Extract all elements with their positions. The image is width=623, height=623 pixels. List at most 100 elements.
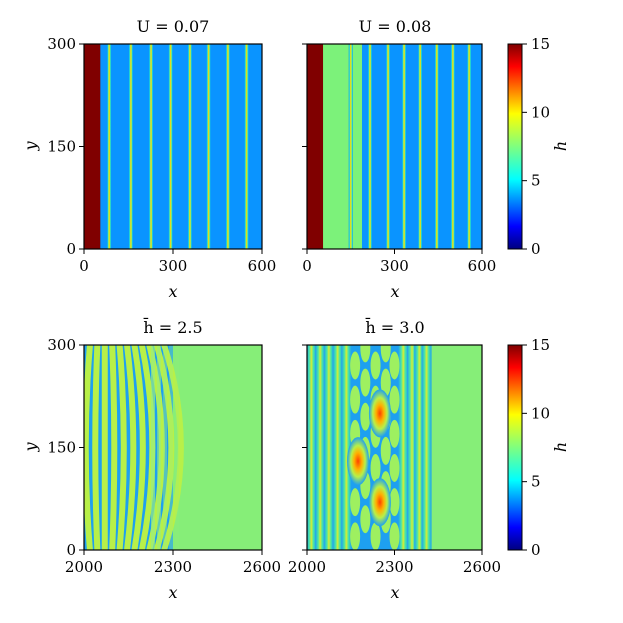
y-tick-label: 0	[66, 240, 76, 258]
front-ripple	[163, 345, 167, 550]
stripe	[323, 345, 334, 550]
y-tick-label: 0	[66, 541, 76, 559]
droplet	[368, 389, 391, 438]
stripe	[187, 44, 192, 249]
stripe	[153, 345, 175, 550]
colorbar-gradient	[507, 344, 523, 551]
x-tick-label: 2600	[243, 558, 281, 576]
network-cell	[350, 351, 361, 380]
colorbar-top: 0 5 10 15 h	[507, 35, 570, 258]
panel-title: h̄ = 2.5	[143, 316, 203, 337]
y-axis-label: y	[21, 442, 40, 453]
stripe	[116, 345, 127, 550]
stripe	[418, 44, 423, 249]
network-cell	[389, 454, 400, 482]
stripe	[168, 44, 173, 249]
stripe	[161, 345, 184, 550]
x-tick-label: 2300	[154, 558, 192, 576]
heatmap-u-008	[307, 44, 482, 249]
colorbar-tick-label: 5	[531, 473, 541, 491]
network-cell	[370, 454, 381, 482]
colorbar-tick-label: 5	[531, 172, 541, 190]
x-tick-label: 2000	[65, 558, 103, 576]
network-cell	[389, 522, 400, 550]
stripe	[307, 345, 317, 550]
x-tick-label: 0	[302, 257, 312, 275]
stripe	[84, 345, 93, 550]
stripe	[402, 44, 407, 249]
front-ripple	[151, 345, 155, 550]
x-tick-label: 300	[159, 257, 188, 275]
stripe	[467, 44, 472, 249]
network-cell	[350, 488, 361, 517]
colorbar-tick-label: 15	[531, 336, 550, 354]
high-film-strip	[84, 44, 101, 249]
y-axis-label: y	[21, 141, 40, 152]
panel-hbar-25: h̄ = 2.5 x y 2000 2300 2600 0 150 300	[21, 316, 281, 602]
x-tick-label: 2300	[375, 558, 413, 576]
stripe	[450, 44, 455, 249]
x-axis-label: x	[168, 282, 177, 301]
stripe	[315, 345, 326, 550]
colorbar-gradient	[507, 43, 523, 250]
x-tick-label: 0	[79, 257, 89, 275]
network-cell	[370, 522, 381, 550]
panel-title: U = 0.07	[137, 17, 210, 36]
stripe	[398, 345, 409, 550]
droplet	[368, 478, 391, 527]
front-ripple	[157, 345, 161, 550]
panel-title: h̄ = 3.0	[365, 316, 425, 337]
x-tick-label: 300	[380, 257, 409, 275]
colorbar-tick-label: 0	[531, 240, 541, 258]
stripe	[434, 44, 439, 249]
colorbar-label: h	[551, 442, 570, 452]
y-tick-label: 300	[47, 336, 76, 354]
front-ripple	[169, 345, 173, 550]
stripe	[386, 44, 391, 249]
network-cell	[380, 436, 391, 465]
network-cell	[360, 368, 371, 397]
network-cell	[370, 351, 381, 380]
colorbar-bottom: 0 5 10 15 h	[507, 336, 570, 559]
network-cell	[389, 419, 400, 448]
stripe	[348, 44, 353, 249]
stripe	[407, 345, 417, 550]
x-tick-label: 2600	[463, 558, 501, 576]
panel-hbar-30: h̄ = 3.0 x 2000 2300 2600	[288, 316, 501, 602]
network-cell	[350, 385, 361, 414]
x-tick-label: 600	[468, 257, 497, 275]
network-cell	[360, 402, 371, 431]
stripe	[414, 345, 425, 550]
stripe	[124, 345, 137, 550]
network-cell	[360, 505, 371, 534]
stripe	[244, 44, 249, 249]
stripe	[367, 44, 373, 249]
colorbar-tick-label: 0	[531, 541, 541, 559]
network-cell	[360, 345, 371, 363]
colorbar-tick-label: 10	[531, 103, 550, 121]
network-cell	[389, 488, 400, 517]
stripe	[128, 44, 133, 249]
network-cell	[389, 351, 400, 380]
background-field	[84, 44, 262, 249]
x-tick-label: 600	[248, 257, 277, 275]
heatmap-hbar-25	[84, 345, 262, 550]
stripe	[101, 345, 108, 550]
droplet	[347, 437, 370, 486]
x-axis-label: x	[390, 282, 399, 301]
stripe	[225, 44, 230, 249]
stripe	[421, 345, 432, 550]
stripe	[107, 44, 112, 249]
network-cell	[350, 522, 361, 550]
stripe	[332, 345, 343, 550]
stripe	[109, 345, 118, 550]
front-ripple	[175, 345, 179, 550]
stripe	[206, 44, 211, 249]
transition-band	[322, 44, 362, 249]
heatmap-hbar-30	[307, 345, 482, 550]
x-axis-label: x	[390, 583, 399, 602]
panel-u-007: U = 0.07 x y 0 300 600 0 150 300	[21, 17, 276, 301]
panel-title: U = 0.08	[359, 17, 432, 36]
y-tick-label: 300	[47, 35, 76, 53]
